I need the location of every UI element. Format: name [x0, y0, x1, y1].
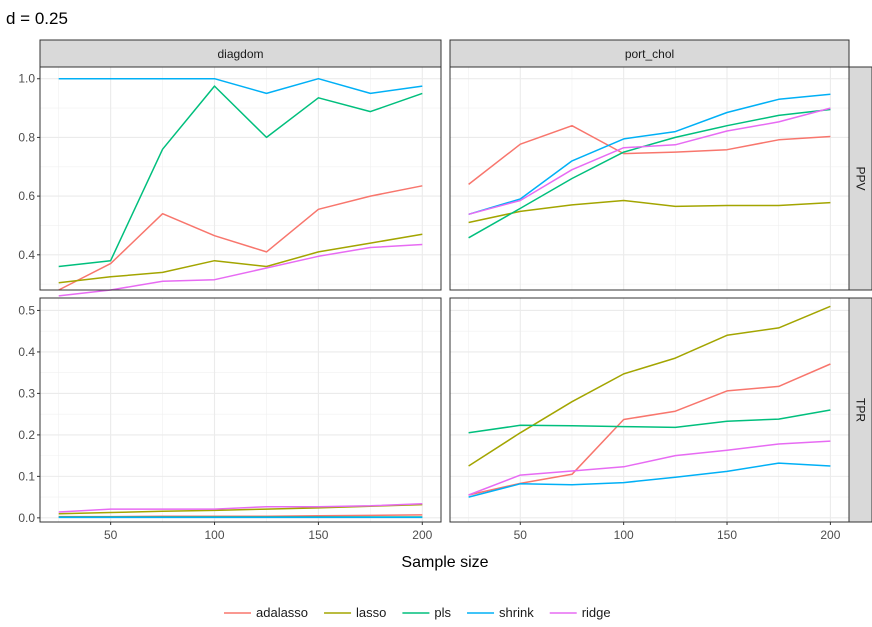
panel-port_chol-PPV	[449, 66, 850, 291]
x-tick-label: 200	[412, 528, 432, 542]
series-line-pls	[468, 409, 831, 434]
legend-item-lasso: lasso	[324, 605, 386, 620]
y-tick-label: 0.6	[18, 189, 35, 203]
series-line-shrink	[468, 462, 831, 498]
x-tick-label: 100	[205, 528, 225, 542]
panel-border	[449, 297, 850, 523]
series-line-adalasso	[468, 363, 831, 496]
panel-port_chol-TPR: 50 100 150 200	[449, 297, 850, 542]
column-strip	[39, 39, 442, 68]
series-line-shrink	[58, 77, 423, 95]
legend-label: ridge	[582, 605, 611, 620]
y-tick-label: 0.3	[18, 386, 35, 400]
series-line-lasso	[468, 305, 831, 467]
y-tick-label: 0.4	[18, 345, 35, 359]
panel-background	[40, 67, 441, 290]
x-axis-label: Sample size	[401, 554, 488, 571]
y-tick-label: 0.5	[18, 303, 35, 317]
series-line-ridge	[468, 440, 831, 496]
panel-background	[40, 298, 441, 522]
x-tick-label: 150	[717, 528, 737, 542]
series-line-adalasso	[58, 185, 423, 291]
y-tick-label: 0.1	[18, 469, 35, 483]
y-tick-label: 0.0	[18, 511, 35, 525]
x-tick-label: 50	[514, 528, 528, 542]
x-tick-label: 200	[820, 528, 840, 542]
legend-item-ridge: ridge	[549, 605, 611, 620]
column-strip	[449, 39, 850, 68]
panel-diagdom-TPR: 0.0 0.1 0.2 0.3 0.4 0.5 50 100 150 200	[18, 297, 442, 542]
legend-item-pls: pls	[402, 605, 452, 620]
series-line-shrink	[468, 93, 831, 216]
chart-title: d = 0.25	[6, 9, 68, 28]
series-line-ridge	[468, 107, 831, 216]
series-line-ridge	[58, 243, 423, 297]
series-line-pls	[468, 108, 831, 239]
legend-item-shrink: shrink	[467, 605, 534, 620]
series-line-lasso	[468, 199, 831, 224]
row-strip-label: TPR	[854, 398, 868, 422]
row-strip-label: PPV	[854, 166, 868, 190]
panel-grid: diagdom port_chol PPV TPR 0.4 0.6 0.8 1.0 0.0 0.1…	[18, 39, 872, 542]
y-tick-label: 0.2	[18, 428, 35, 442]
column-strip-label: port_chol	[625, 47, 674, 61]
panel-border	[39, 297, 442, 523]
panel-background	[450, 298, 849, 522]
x-tick-label: 150	[308, 528, 328, 542]
panel-background	[450, 67, 849, 290]
legend-label: lasso	[356, 605, 386, 620]
y-tick-label: 0.8	[18, 130, 35, 144]
y-tick-label: 1.0	[18, 72, 35, 86]
legend-label: pls	[434, 605, 451, 620]
series-line-adalasso	[468, 124, 831, 185]
panel-border	[449, 66, 850, 291]
panel-border	[39, 66, 442, 291]
legend-label: adalasso	[256, 605, 308, 620]
y-tick-label: 0.4	[18, 248, 35, 262]
series-line-ridge	[58, 502, 423, 513]
column-strip-label: diagdom	[217, 47, 263, 61]
legend-label: shrink	[499, 605, 534, 620]
series-line-pls	[58, 85, 423, 268]
legend-item-adalasso: adalasso	[224, 605, 308, 620]
panel-diagdom-PPV: 0.4 0.6 0.8 1.0	[18, 66, 442, 297]
series-line-lasso	[58, 233, 423, 284]
legend: adalasso lasso pls shrink ridge	[224, 605, 611, 620]
x-tick-label: 50	[104, 528, 118, 542]
x-tick-label: 100	[614, 528, 634, 542]
